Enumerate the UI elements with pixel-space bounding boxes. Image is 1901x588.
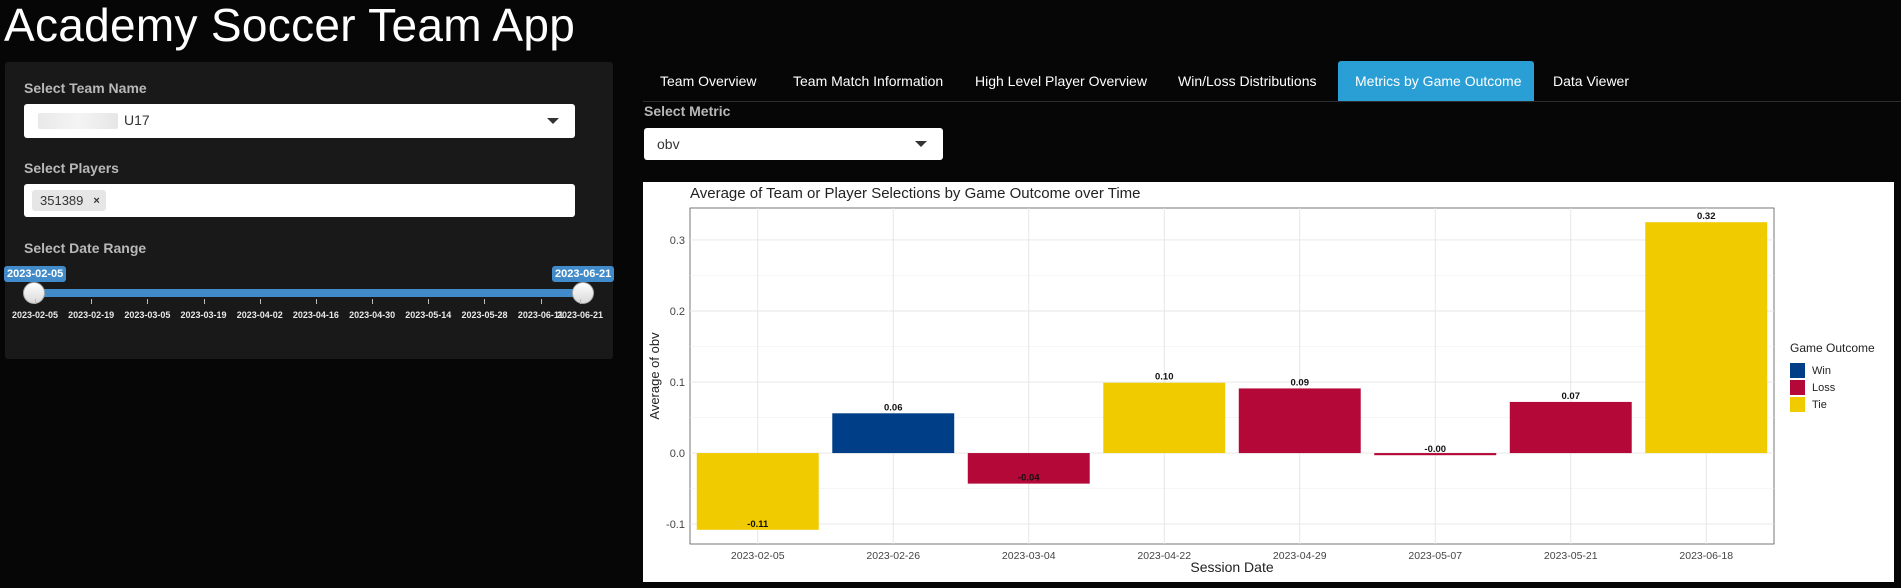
slider-tick-mark (428, 299, 430, 304)
team-select-value: U17 (124, 112, 150, 128)
sidebar-panel: Select Team Name U17 Select Players 3513… (5, 62, 613, 359)
slider-tick-mark (540, 299, 542, 304)
bar-2023-03-04 (967, 453, 1090, 484)
slider-tick-mark (91, 299, 93, 304)
y-tick-label: 0.2 (670, 306, 685, 318)
y-tick-label: 0.0 (670, 448, 685, 460)
x-tick-labels: 2023-02-05 2023-02-26 2023-03-04 2023-04-22… (731, 550, 1733, 562)
date-range-slider-bar[interactable] (30, 289, 578, 297)
y-axis-title: Average of obv (647, 332, 662, 420)
x-tick-label: 2023-02-26 (866, 550, 920, 562)
data-label: -0.04 (1018, 473, 1040, 484)
slider-tick-label: 2023-04-02 (236, 310, 283, 320)
bar-2023-05-21 (1509, 401, 1632, 454)
slider-tick-mark (315, 299, 317, 304)
slider-tick-label: 2023-03-05 (124, 310, 171, 320)
slider-tick-label: 2023-04-16 (292, 310, 339, 320)
remove-icon[interactable]: × (93, 194, 100, 207)
legend: Game Outcome Win Loss Tie (1790, 341, 1875, 412)
bar-2023-02-26 (832, 413, 955, 454)
date-range-label: Select Date Range (24, 240, 147, 256)
chart-title: Average of Team or Player Selections by … (690, 185, 1140, 202)
slider-tick-label: 2023-04-30 (349, 310, 396, 320)
x-tick-label: 2023-05-07 (1408, 550, 1462, 562)
tab-data-viewer[interactable]: Data Viewer (1553, 73, 1630, 89)
data-label: 0.32 (1697, 211, 1716, 222)
tab-team-match-information[interactable]: Team Match Information (793, 73, 944, 89)
bar-2023-05-07 (1374, 453, 1497, 456)
bar-2023-04-22 (1103, 382, 1226, 454)
slider-handle-start[interactable] (23, 282, 45, 304)
tab-bar: Team Overview Team Match Information Hig… (643, 61, 1901, 102)
y-tick-label: -0.1 (666, 519, 685, 531)
slider-tick-label: 2023-03-19 (180, 310, 227, 320)
x-tick-label: 2023-04-29 (1273, 550, 1327, 562)
team-select[interactable]: U17 (24, 104, 575, 138)
slider-tick-mark (580, 299, 581, 304)
slider-tick-label: 2023-02-05 (11, 310, 59, 320)
x-tick-label: 2023-05-21 (1544, 550, 1598, 562)
metric-select[interactable]: obv (644, 128, 943, 160)
bar-2023-04-29 (1238, 388, 1361, 454)
data-label: 0.10 (1155, 372, 1174, 383)
redacted-team-prefix (38, 113, 118, 129)
tab-win-loss-distributions[interactable]: Win/Loss Distributions (1178, 73, 1317, 89)
slider-tick-mark (259, 299, 261, 304)
player-chip[interactable]: 351389 × (32, 190, 106, 211)
metric-select-label: Select Metric (644, 103, 731, 119)
slider-tick-label: 2023-05-28 (461, 310, 508, 320)
x-tick-label: 2023-02-05 (731, 550, 785, 562)
slider-tick-mark (147, 299, 149, 304)
app-title: Academy Soccer Team App (4, 0, 576, 51)
bar-2023-02-05 (696, 453, 819, 530)
x-axis-title: Session Date (1190, 559, 1273, 575)
y-tick-labels: -0.1 0.0 0.1 0.2 0.3 (666, 235, 685, 531)
y-tick-label: 0.1 (670, 377, 685, 389)
legend-label-tie: Tie (1812, 399, 1827, 411)
legend-swatch-tie (1790, 397, 1805, 412)
legend-label-loss: Loss (1812, 382, 1836, 394)
legend-swatch-loss (1790, 380, 1805, 395)
data-label: -0.00 (1424, 444, 1446, 455)
y-tick-label: 0.3 (670, 235, 685, 247)
x-tick-label: 2023-06-18 (1679, 550, 1733, 562)
slider-tick-mark (203, 299, 205, 304)
metric-select-value: obv (657, 136, 680, 152)
tab-metrics-by-game-outcome[interactable]: Metrics by Game Outcome (1338, 61, 1534, 101)
slider-handle-end[interactable] (572, 282, 594, 304)
plot-area (689, 207, 1775, 545)
slider-tick-mark (372, 299, 374, 304)
slider-tick-label: 2023-05-14 (405, 310, 452, 320)
players-select-label: Select Players (24, 160, 119, 176)
tab-high-level-player-overview[interactable]: High Level Player Overview (975, 73, 1147, 89)
legend-label-win: Win (1812, 365, 1831, 377)
bar-2023-06-18 (1645, 222, 1768, 454)
chevron-down-icon (915, 141, 927, 147)
slider-tick-label: 2023-06-11 (517, 310, 564, 320)
slider-start-badge: 2023-02-05 (4, 266, 67, 282)
legend-swatch-win (1790, 363, 1805, 378)
data-labels: -0.11 0.06 -0.04 0.10 0.09 -0.00 0.07 0.32 (747, 211, 1715, 530)
team-select-label: Select Team Name (24, 80, 147, 96)
data-label: -0.11 (747, 519, 769, 530)
data-label: 0.07 (1562, 391, 1581, 402)
players-select[interactable]: 351389 × (24, 184, 575, 217)
data-label: 0.06 (884, 402, 903, 413)
x-tick-label: 2023-04-22 (1137, 550, 1191, 562)
tab-team-overview[interactable]: Team Overview (660, 73, 757, 89)
player-chip-label: 351389 (40, 193, 84, 208)
slider-tick-label: 2023-06-21 (556, 310, 604, 320)
slider-tick-mark (484, 299, 486, 304)
data-label: 0.09 (1291, 377, 1310, 388)
slider-end-badge: 2023-06-21 (552, 266, 615, 282)
chart-panel: Average of Team or Player Selections by … (643, 182, 1894, 582)
bars (696, 222, 1768, 530)
legend-title: Game Outcome (1790, 341, 1875, 355)
chevron-down-icon (547, 118, 559, 124)
slider-tick-mark (35, 299, 36, 304)
slider-tick-label: 2023-02-19 (68, 310, 115, 320)
outcome-bar-chart: Average of Team or Player Selections by … (647, 185, 1875, 575)
x-tick-label: 2023-03-04 (1002, 550, 1056, 562)
